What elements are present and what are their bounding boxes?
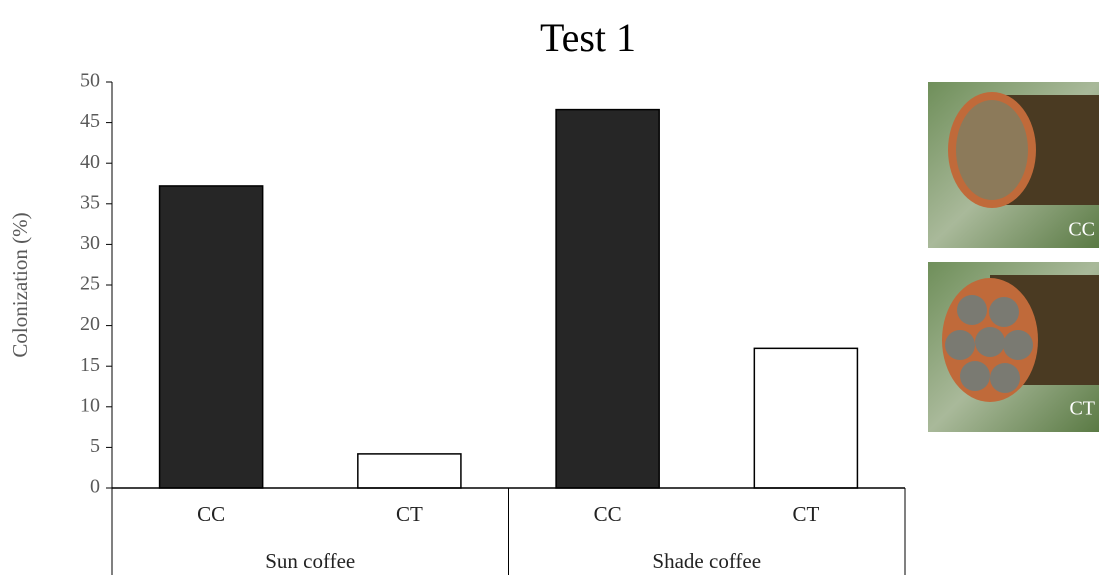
y-axis-title: Colonization (%) — [8, 212, 32, 357]
chart-title: Test 1 — [540, 15, 636, 60]
photo-label: CC — [1068, 219, 1095, 241]
bar — [555, 108, 660, 489]
y-tick-label: 20 — [80, 313, 100, 335]
x-tick-label: CC — [197, 502, 225, 526]
y-tick-label: 45 — [80, 110, 100, 132]
photo-cc — [928, 82, 1099, 248]
x-tick-label: CC — [594, 502, 622, 526]
y-tick-label: 5 — [90, 435, 100, 457]
y-tick-label: 10 — [80, 394, 100, 416]
y-tick-label: 40 — [80, 151, 100, 173]
y-tick-label: 35 — [80, 191, 100, 213]
y-tick-label: 50 — [80, 70, 100, 92]
x-tick-label: CT — [396, 502, 423, 526]
group-label: Shade coffee — [652, 549, 761, 573]
y-tick-label: 0 — [90, 476, 100, 498]
photo-ct — [928, 262, 1099, 432]
bar — [357, 453, 462, 489]
x-tick-label: CT — [792, 502, 819, 526]
bar — [158, 185, 264, 489]
photo-label: CT — [1069, 398, 1095, 420]
y-tick-label: 25 — [80, 273, 100, 295]
bar — [753, 347, 859, 489]
y-tick-label: 15 — [80, 354, 100, 376]
group-label: Sun coffee — [265, 549, 355, 573]
y-tick-label: 30 — [80, 232, 100, 254]
